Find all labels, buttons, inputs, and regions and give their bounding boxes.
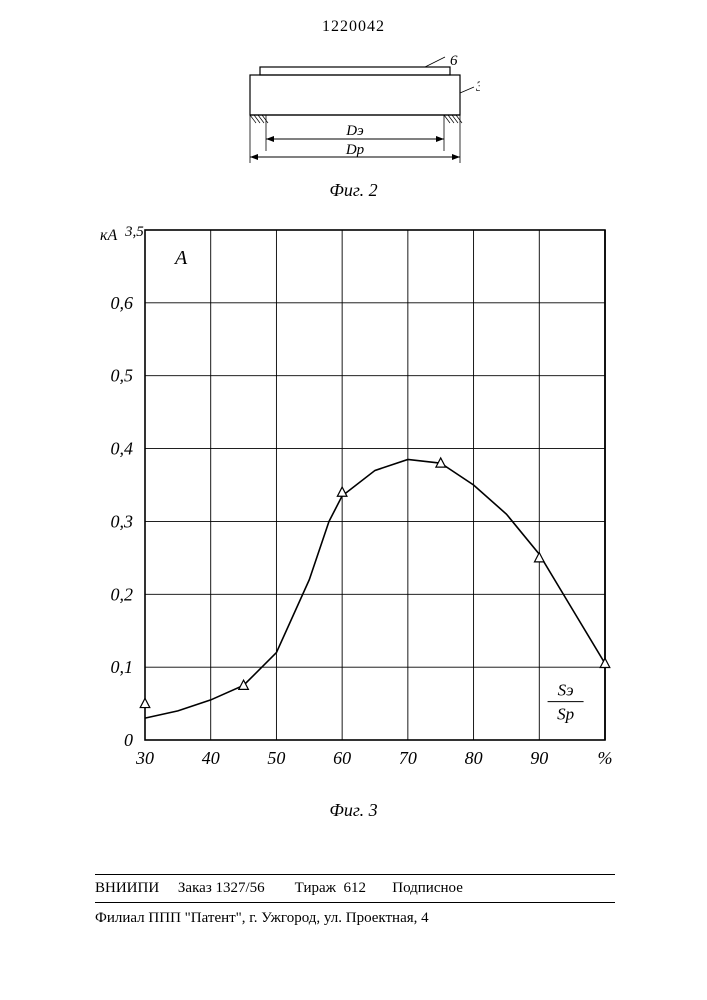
svg-text:30: 30 <box>135 748 154 768</box>
svg-text:%: % <box>598 748 613 768</box>
footer-tirazh-label: Тираж <box>295 880 336 896</box>
footer-order: Заказ 1327/56 <box>178 880 265 896</box>
svg-text:6: 6 <box>450 55 458 69</box>
chart-figure-3: 30 40 50 60 70 80 90% 0 0,1 0,2 0,3 0,4 0,5 0,6 кA 3,5 A… <box>80 215 620 795</box>
footer-line-1: ВНИИПИ Заказ 1327/56 Тираж 612 Подписное <box>95 880 615 897</box>
svg-text:0,5: 0,5 <box>111 366 134 386</box>
footer-org: ВНИИПИ <box>95 880 159 896</box>
svg-text:Dэ: Dэ <box>345 123 364 139</box>
svg-text:0,2: 0,2 <box>111 584 134 604</box>
figure-2: Dэ Dр 6 3 <box>230 55 480 175</box>
page: 1220042 Dэ Dр 6 3 Фиг. 2 30 40 50 60 70 80 90% 0 0,… <box>0 0 707 1000</box>
svg-text:70: 70 <box>399 748 417 768</box>
svg-text:50: 50 <box>267 748 285 768</box>
document-number: 1220042 <box>0 18 707 36</box>
svg-text:3: 3 <box>475 79 480 95</box>
chart-svg: 30 40 50 60 70 80 90% 0 0,1 0,2 0,3 0,4 0,5 0,6 кA 3,5 A… <box>80 215 620 795</box>
svg-text:90: 90 <box>530 748 548 768</box>
svg-text:60: 60 <box>333 748 351 768</box>
footer-podpisnoe: Подписное <box>392 880 463 896</box>
svg-text:0,3: 0,3 <box>111 511 134 531</box>
svg-text:Sр: Sр <box>557 705 574 724</box>
svg-text:Sэ: Sэ <box>558 681 574 700</box>
svg-text:40: 40 <box>202 748 220 768</box>
footer-tirazh-value: 612 <box>344 880 367 896</box>
svg-text:0: 0 <box>124 730 133 750</box>
svg-text:0,6: 0,6 <box>111 293 134 313</box>
svg-text:A: A <box>173 247 188 269</box>
figure-2-caption: Фиг. 2 <box>0 180 707 201</box>
svg-text:3,5: 3,5 <box>124 224 144 240</box>
figure-2-svg: Dэ Dр 6 3 <box>230 55 480 175</box>
svg-text:0,1: 0,1 <box>111 657 134 677</box>
svg-text:кA: кA <box>100 227 117 244</box>
svg-text:Dр: Dр <box>345 142 365 158</box>
svg-text:80: 80 <box>465 748 483 768</box>
svg-text:0,4: 0,4 <box>111 439 134 459</box>
footer-line-2: Филиал ППП "Патент", г. Ужгород, ул. Про… <box>95 910 615 927</box>
figure-3-caption: Фиг. 3 <box>0 800 707 821</box>
footer-rule-2 <box>95 902 615 903</box>
footer-rule-1 <box>95 874 615 875</box>
